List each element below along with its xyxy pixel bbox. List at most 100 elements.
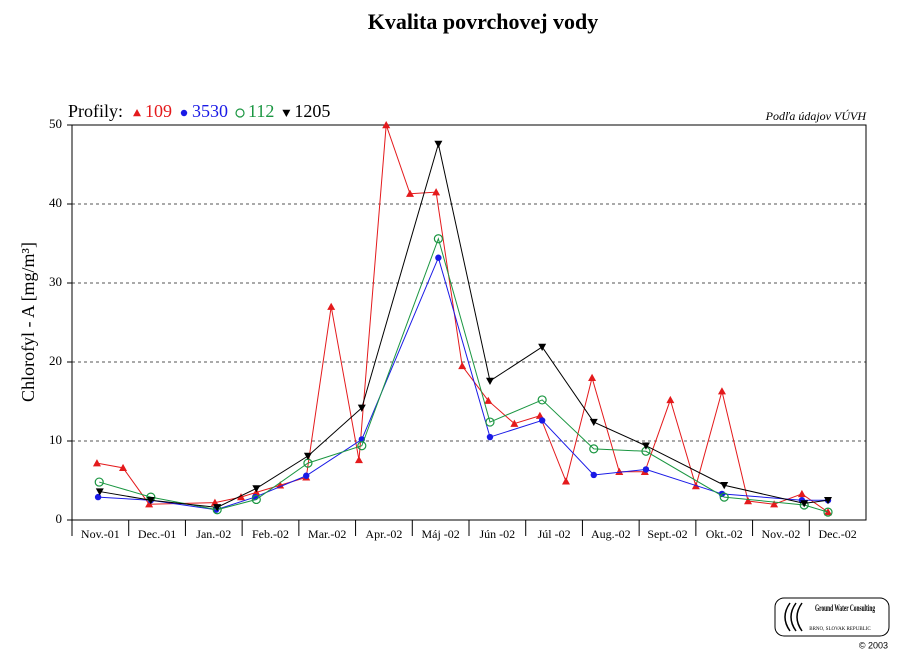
- logo: Ground Water Consulting BRNO, SLOVAK REP…: [774, 597, 890, 650]
- x-tick-label: Mar.-02: [308, 527, 346, 541]
- marker: [824, 497, 833, 505]
- marker: [303, 472, 310, 479]
- marker: [535, 411, 544, 419]
- marker: [237, 493, 246, 501]
- marker: [119, 463, 128, 472]
- marker: [213, 504, 222, 512]
- legend-marker: [133, 109, 142, 117]
- x-tick-label: Sept.-02: [647, 527, 687, 541]
- y-tick-label: 30: [49, 274, 62, 289]
- logo-name: Ground Water Consulting: [815, 603, 875, 613]
- x-tick-label: Máj -02: [421, 527, 459, 541]
- logo-frame: [774, 597, 890, 637]
- series-line: [98, 256, 829, 511]
- chart-title: Kvalita povrchovej vody: [368, 9, 599, 34]
- marker: [720, 482, 729, 490]
- marker: [485, 417, 495, 427]
- legend-label: 1205: [294, 101, 330, 121]
- marker: [666, 395, 675, 404]
- x-tick-label: Dec.-01: [138, 527, 176, 541]
- marker: [95, 488, 104, 496]
- marker: [432, 188, 441, 196]
- marker: [406, 189, 415, 197]
- marker: [538, 343, 547, 351]
- marker: [94, 477, 104, 487]
- marker: [589, 418, 598, 427]
- marker: [251, 494, 261, 505]
- marker: [590, 471, 597, 479]
- y-tick-label: 40: [49, 195, 62, 210]
- series: [94, 254, 832, 513]
- y-tick-label: 20: [49, 353, 62, 368]
- marker: [537, 395, 547, 405]
- marker: [357, 441, 367, 451]
- marker: [276, 481, 285, 489]
- x-tick-label: Aug.-02: [591, 527, 631, 541]
- marker: [800, 500, 809, 508]
- series: [94, 234, 833, 517]
- x-tick-label: Júl -02: [538, 527, 571, 541]
- series-line: [99, 143, 829, 508]
- y-tick-label: 50: [49, 116, 62, 131]
- logo-place: BRNO, SLOVAK REPUBLIC: [809, 627, 871, 632]
- marker: [642, 466, 650, 473]
- plot-frame: [71, 124, 867, 521]
- legend-label: 109: [145, 101, 172, 121]
- source-note: Podľa údajov VÚVH: [765, 109, 868, 123]
- x-tick-label: Nov.-02: [761, 527, 800, 541]
- marker: [357, 404, 366, 412]
- marker: [615, 467, 624, 476]
- marker: [145, 500, 154, 508]
- x-tick-label: Feb.-02: [252, 527, 289, 541]
- x-tick-label: Okt.-02: [706, 527, 743, 541]
- series-line: [99, 237, 829, 513]
- marker: [484, 396, 493, 404]
- marker: [94, 493, 102, 501]
- y-axis-label: Chlorofyl - A [mg/m³]: [18, 242, 38, 402]
- marker: [823, 507, 833, 517]
- x-tick-label: Jan.-02: [196, 527, 231, 541]
- marker: [146, 497, 155, 505]
- marker: [327, 302, 336, 310]
- marker: [434, 140, 443, 148]
- marker: [589, 444, 599, 454]
- marker: [354, 455, 363, 464]
- y-tick-label: 0: [56, 511, 63, 526]
- marker: [433, 234, 443, 244]
- marker: [561, 477, 570, 485]
- marker: [717, 387, 726, 395]
- marker: [797, 489, 806, 498]
- marker: [510, 419, 519, 427]
- marker: [485, 377, 494, 385]
- marker: [210, 498, 219, 506]
- marker: [744, 497, 753, 505]
- x-tick-label: Jún -02: [480, 527, 516, 541]
- marker: [641, 442, 650, 450]
- x-tick-label: Apr.-02: [365, 527, 402, 541]
- x-tick-label: Nov.-01: [81, 527, 120, 541]
- marker: [252, 485, 261, 493]
- series: [95, 140, 833, 512]
- marker: [458, 361, 467, 370]
- legend-label: 3530: [192, 101, 228, 121]
- marker: [588, 373, 597, 381]
- marker: [435, 254, 442, 261]
- x-tick-label: Dec.-02: [818, 527, 856, 541]
- legend-marker: [282, 109, 291, 117]
- marker: [303, 452, 312, 461]
- marker: [538, 417, 546, 424]
- marker: [486, 433, 494, 441]
- copyright: © 2003: [859, 640, 888, 650]
- marker: [382, 121, 391, 129]
- series: [92, 121, 833, 516]
- marker: [719, 492, 729, 502]
- marker: [770, 500, 779, 508]
- legend-label: 112: [248, 101, 274, 121]
- series-line: [96, 124, 829, 513]
- logo-icon: [784, 602, 803, 632]
- legend-title: Profily:: [68, 101, 123, 121]
- marker: [92, 459, 101, 467]
- legend-marker: [235, 108, 245, 118]
- legend-marker: [180, 109, 188, 117]
